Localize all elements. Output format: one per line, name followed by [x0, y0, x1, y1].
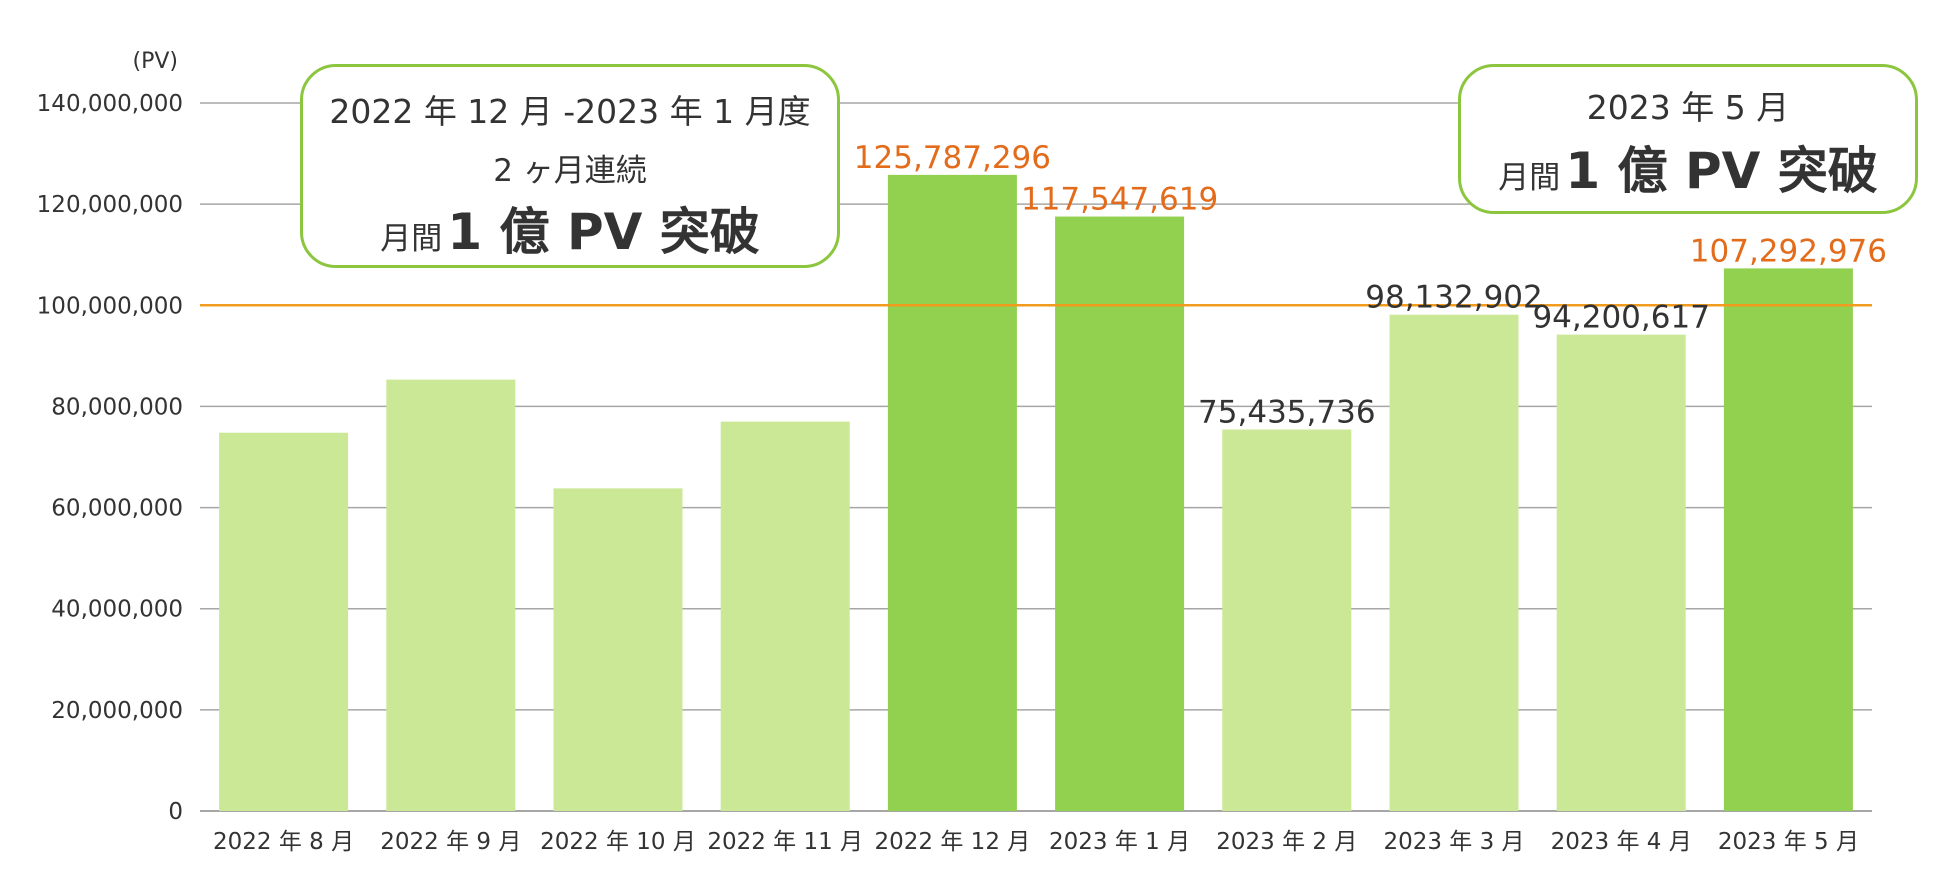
- x-tick-label: 2023 年 4 月: [1551, 829, 1692, 855]
- bar: [1556, 334, 1686, 811]
- x-axis: 2022 年 8 月 2022 年 9 月 2022 年 10 月 2022 年 11…: [213, 829, 1859, 855]
- x-tick-label: 2023 年 1 月: [1049, 829, 1190, 855]
- y-tick-label: 80,000,000: [51, 394, 183, 420]
- x-tick-label: 2022 年 9 月: [380, 829, 521, 855]
- y-tick-label: 140,000,000: [37, 91, 183, 117]
- y-axis: 0 20,000,000 40,000,000 60,000,000 80,000,00…: [37, 91, 183, 825]
- data-label: 98,132,902: [1365, 280, 1543, 316]
- bar: [219, 432, 349, 811]
- y-tick-label: 60,000,000: [51, 496, 183, 522]
- data-label: 117,547,619: [1021, 182, 1218, 218]
- y-tick-label: 120,000,000: [37, 192, 183, 218]
- x-tick-label: 2022 年 12 月: [875, 829, 1031, 855]
- bar: [1723, 268, 1853, 812]
- data-label: 75,435,736: [1198, 395, 1376, 431]
- bar: [1389, 314, 1519, 811]
- callout-dec-jan-breakthrough: 1 億 PV 突破: [447, 203, 760, 261]
- callout-may: 2023 年 5 月 月間 1 億 PV 突破: [1458, 64, 1918, 214]
- bar: [1222, 429, 1352, 811]
- x-tick-label: 2023 年 3 月: [1383, 829, 1524, 855]
- callout-dec-jan-headline: 月間 1 億 PV 突破: [303, 192, 837, 264]
- x-tick-label: 2023 年 2 月: [1216, 829, 1357, 855]
- callout-may-breakthrough: 1 億 PV 突破: [1565, 142, 1878, 200]
- data-label: 125,787,296: [854, 140, 1051, 176]
- callout-may-headline: 月間 1 億 PV 突破: [1461, 131, 1915, 203]
- bar: [553, 488, 683, 811]
- callout-may-monthly: 月間: [1498, 160, 1561, 196]
- y-tick-label: 100,000,000: [37, 293, 183, 319]
- y-axis-unit-label: (PV): [133, 49, 178, 74]
- x-tick-label: 2022 年 11 月: [707, 829, 863, 855]
- x-tick-label: 2023 年 5 月: [1718, 829, 1859, 855]
- callout-dec-jan: 2022 年 12 月 -2023 年 1 月度 2 ヶ月連続 月間 1 億 P…: [300, 64, 840, 268]
- y-tick-label: 0: [168, 799, 183, 825]
- data-label: 94,200,617: [1532, 300, 1710, 336]
- callout-dec-jan-consecutive: 2 ヶ月連続: [493, 153, 647, 189]
- data-labels: 125,787,296 117,547,619 75,435,736 98,132,9…: [854, 140, 1887, 431]
- callout-dec-jan-monthly: 月間: [380, 221, 443, 257]
- bar: [386, 379, 516, 811]
- bar: [720, 421, 850, 811]
- callout-dec-jan-period: 2022 年 12 月 -2023 年 1 月度: [329, 92, 811, 131]
- bar: [887, 174, 1017, 811]
- x-tick-label: 2022 年 8 月: [213, 829, 354, 855]
- x-tick-label: 2022 年 10 月: [540, 829, 696, 855]
- callout-may-period: 2023 年 5 月: [1586, 88, 1790, 127]
- data-label: 107,292,976: [1690, 233, 1887, 269]
- bars: [219, 174, 1853, 812]
- bar: [1055, 216, 1185, 811]
- y-tick-label: 40,000,000: [51, 597, 183, 623]
- y-tick-label: 20,000,000: [51, 698, 183, 724]
